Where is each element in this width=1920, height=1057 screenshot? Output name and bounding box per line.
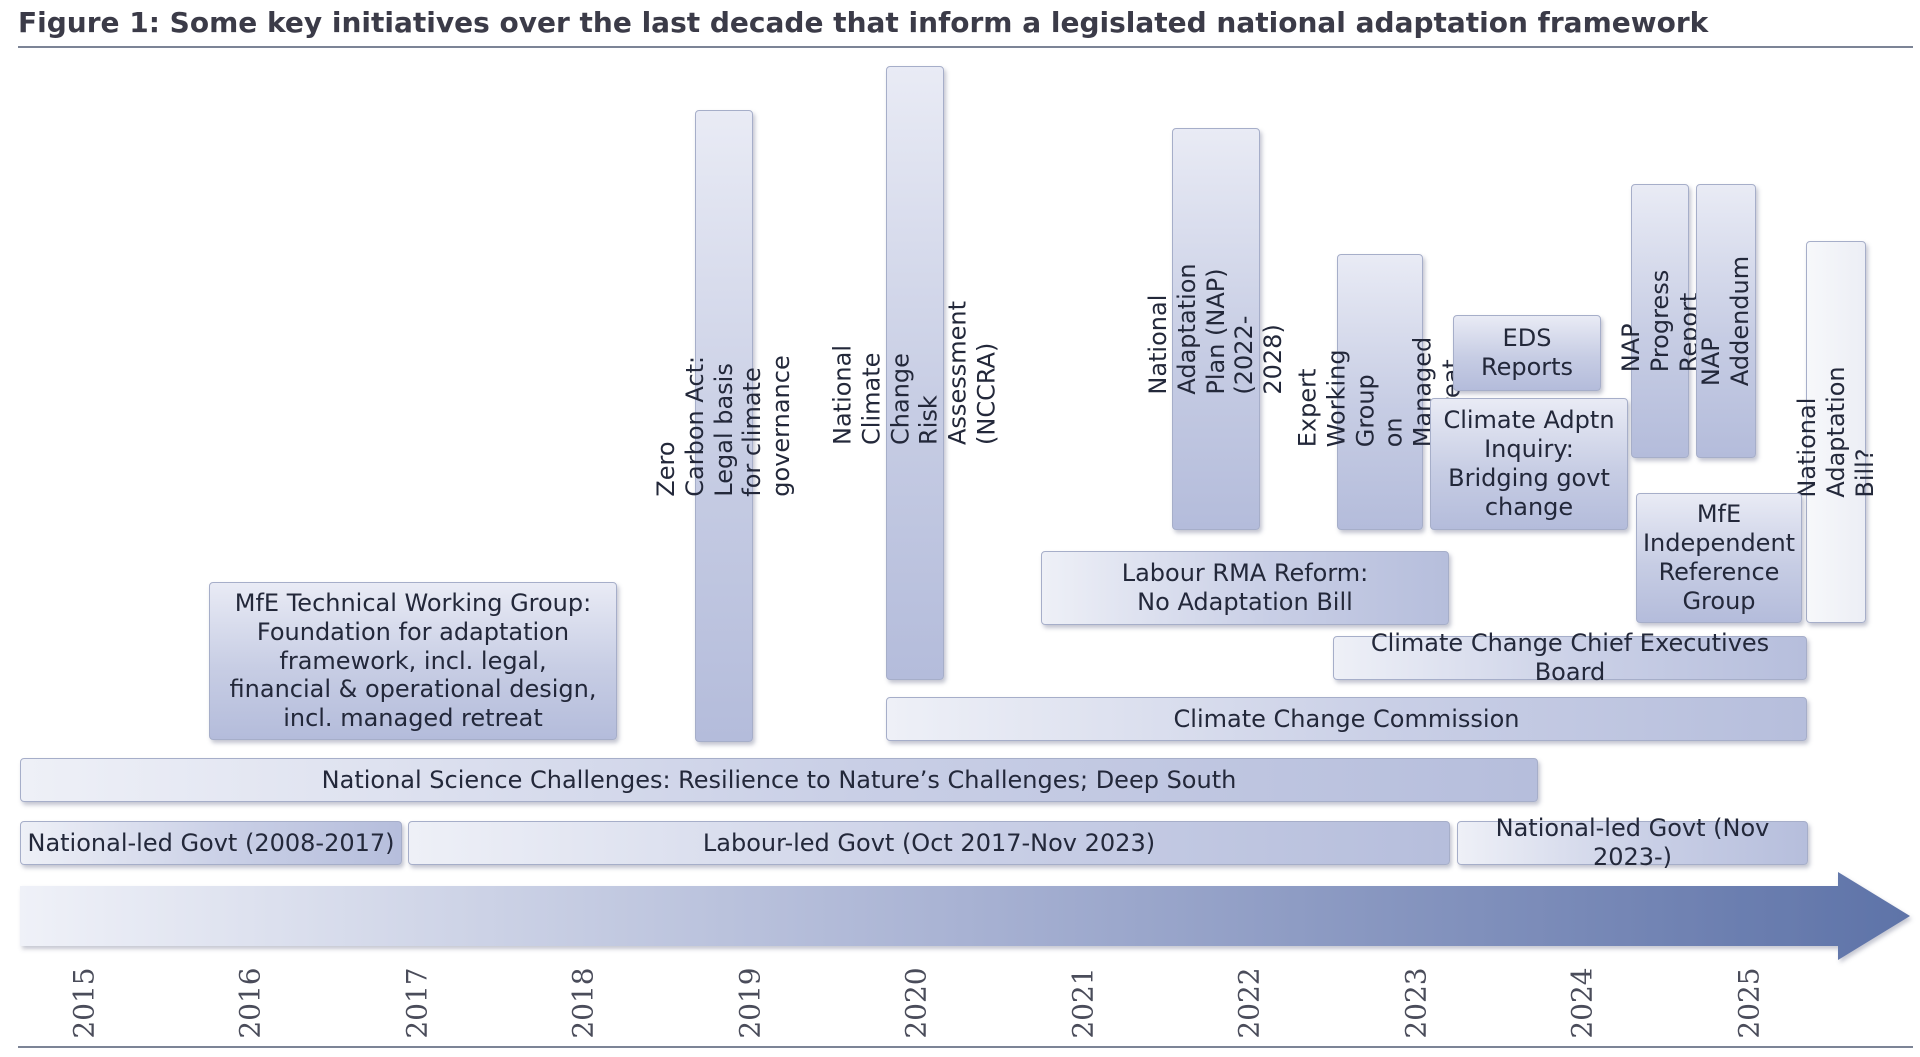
box-expert-working-group: Expert Working Group on Managed Retreat bbox=[1294, 254, 1466, 530]
year-label-2018: 2018 bbox=[563, 967, 603, 1039]
box-national-science-challenges: National Science Challenges: Resilience … bbox=[20, 758, 1538, 802]
box-nccra: National Climate Change Risk Assessment … bbox=[829, 66, 1001, 680]
year-text: 2016 bbox=[233, 967, 267, 1039]
year-text: 2024 bbox=[1565, 967, 1599, 1039]
year-text: 2023 bbox=[1399, 967, 1433, 1039]
box-label: EDS Reports bbox=[1480, 324, 1574, 381]
year-text: 2022 bbox=[1232, 967, 1266, 1039]
box-label: National Science Challenges: Resilience … bbox=[321, 765, 1237, 794]
year-text: 2015 bbox=[67, 967, 101, 1039]
year-label-2020: 2020 bbox=[896, 967, 936, 1039]
govt-label: National-led Govt (2008-2017) bbox=[27, 828, 395, 857]
year-label-2019: 2019 bbox=[730, 967, 770, 1039]
year-text: 2019 bbox=[733, 967, 767, 1039]
govt-labour-2017-2023: Labour-led Govt (Oct 2017-Nov 2023) bbox=[408, 821, 1450, 865]
govt-national-2023: National-led Govt (Nov 2023-) bbox=[1457, 814, 1808, 871]
box-mfe-technical-working-group: MfE Technical Working Group: Foundation … bbox=[209, 582, 617, 740]
box-climate-change-chief-executives-board: Climate Change Chief Executives Board bbox=[1333, 629, 1807, 686]
year-text: 2018 bbox=[566, 967, 600, 1039]
govt-label: Labour-led Govt (Oct 2017-Nov 2023) bbox=[702, 828, 1156, 857]
year-label-2017: 2017 bbox=[397, 967, 437, 1039]
year-label-2025: 2025 bbox=[1729, 967, 1769, 1039]
year-label-2015: 2015 bbox=[64, 967, 104, 1039]
box-national-adaptation-plan: National Adaptation Plan (NAP) (2022-202… bbox=[1144, 128, 1287, 530]
year-label-2024: 2024 bbox=[1562, 967, 1602, 1039]
box-climate-change-commission: Climate Change Commission bbox=[886, 697, 1807, 741]
box-label: Labour RMA Reform: No Adaptation Bill bbox=[1121, 559, 1369, 616]
box-label: Climate Change Chief Executives Board bbox=[1370, 629, 1770, 686]
box-zero-carbon-act: Zero Carbon Act: Legal basis for climate… bbox=[652, 110, 795, 742]
box-nap-addendum: NAP Addendum bbox=[1696, 184, 1756, 458]
year-label-2021: 2021 bbox=[1063, 967, 1103, 1039]
box-label: Climate Change Commission bbox=[1173, 704, 1520, 733]
box-nap-progress-report: NAP Progress Report bbox=[1617, 184, 1702, 458]
box-label: MfE Technical Working Group: Foundation … bbox=[229, 589, 597, 733]
year-label-2016: 2016 bbox=[230, 967, 270, 1039]
year-text: 2017 bbox=[400, 967, 434, 1039]
box-mfe-independent-reference-group: MfE Independent Reference Group bbox=[1636, 493, 1802, 623]
title-divider bbox=[18, 46, 1913, 48]
box-national-adaptation-bill: National Adaptation Bill? bbox=[1793, 241, 1878, 623]
box-label: MfE Independent Reference Group bbox=[1642, 500, 1796, 615]
box-label: Climate Adptn Inquiry: Bridging govt cha… bbox=[1443, 406, 1615, 521]
bottom-divider bbox=[18, 1046, 1913, 1048]
year-label-2022: 2022 bbox=[1229, 967, 1269, 1039]
box-eds-reports: EDS Reports bbox=[1453, 315, 1601, 391]
box-climate-adaptation-inquiry: Climate Adptn Inquiry: Bridging govt cha… bbox=[1430, 398, 1628, 530]
year-text: 2025 bbox=[1732, 967, 1766, 1039]
govt-national-2008-2017: National-led Govt (2008-2017) bbox=[20, 821, 402, 865]
govt-label: National-led Govt (Nov 2023-) bbox=[1495, 814, 1770, 871]
year-text: 2021 bbox=[1066, 967, 1100, 1039]
box-labour-rma-reform: Labour RMA Reform: No Adaptation Bill bbox=[1041, 551, 1449, 625]
year-text: 2020 bbox=[899, 967, 933, 1039]
year-label-2023: 2023 bbox=[1396, 967, 1436, 1039]
figure-title: Figure 1: Some key initiatives over the … bbox=[18, 6, 1709, 39]
